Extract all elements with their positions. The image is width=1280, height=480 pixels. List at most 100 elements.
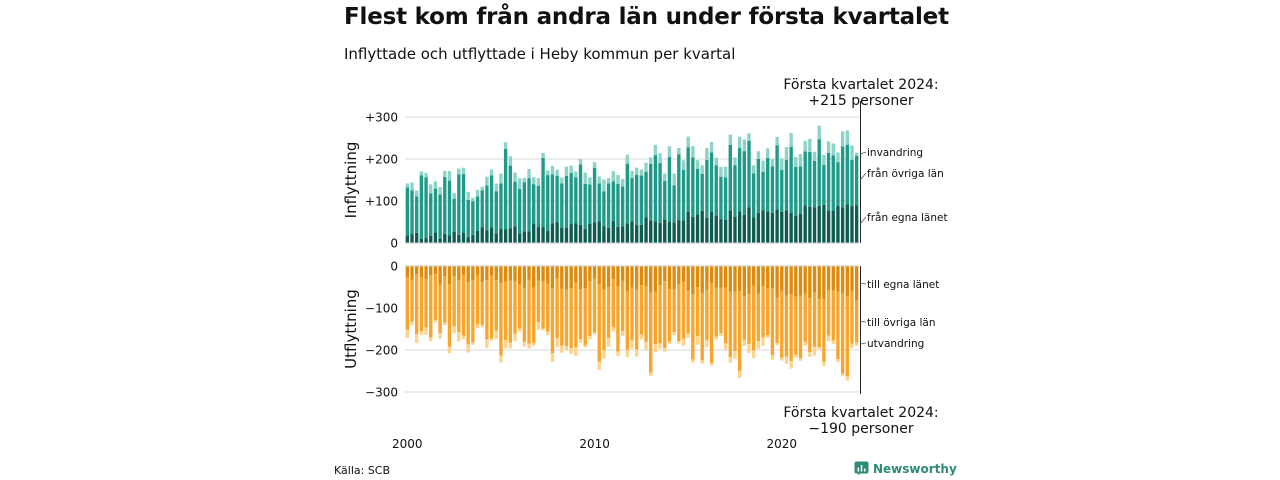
outflow-bar	[471, 280, 475, 343]
inflow-bar	[424, 238, 428, 243]
inflow-bar	[560, 183, 564, 228]
inflow-bar	[798, 166, 803, 214]
inflow-bar	[457, 168, 461, 175]
inflow-bar	[784, 147, 789, 160]
source-note: Källa: SCB	[334, 464, 391, 477]
series-label-connector	[859, 282, 867, 285]
inflow-bar	[653, 144, 658, 156]
inflow-bar	[541, 152, 545, 158]
inflow-bar	[723, 219, 728, 243]
outflow-bar	[457, 266, 461, 281]
inflow-bar	[705, 147, 709, 160]
outflow-bar	[536, 280, 541, 323]
outflow-bar	[756, 341, 761, 349]
outflow-bar	[415, 334, 419, 344]
inflow-bar	[817, 139, 821, 206]
y-tick-label: 0	[390, 260, 398, 274]
inflow-bar	[798, 153, 803, 167]
inflow-bar	[541, 227, 545, 243]
inflow-bar	[649, 220, 653, 243]
outflow-bar	[695, 336, 700, 345]
x-tick-label: 2020	[767, 437, 798, 451]
inflow-bar	[503, 229, 508, 243]
inflow-bar	[461, 232, 466, 243]
outflow-bar	[447, 346, 452, 354]
outflow-bar	[578, 266, 583, 290]
outflow-bar	[536, 322, 541, 330]
outflow-bar	[480, 266, 484, 283]
inflow-bar	[494, 191, 498, 234]
outflow-bar	[527, 343, 531, 349]
outflow-bar	[705, 339, 709, 348]
outflow-bar	[700, 292, 704, 361]
inflow-bar	[555, 175, 559, 223]
inflow-bar	[611, 181, 615, 221]
y-tick-label: −200	[365, 344, 398, 358]
inflow-bar	[752, 217, 756, 243]
inflow-bar	[452, 193, 456, 199]
outflow-bar	[429, 266, 433, 276]
outflow-bar	[700, 360, 704, 364]
outflow-bar	[424, 279, 428, 328]
inflow-bars	[405, 125, 859, 243]
inflow-bar	[822, 204, 826, 243]
outflow-bar	[836, 290, 840, 360]
outflow-bar	[508, 280, 512, 343]
inflow-bar	[415, 232, 419, 243]
outflow-bar	[522, 341, 527, 347]
inflow-bar	[503, 148, 508, 230]
inflow-bar	[630, 221, 634, 243]
inflow-bar	[681, 169, 686, 221]
inflow-bar	[564, 175, 569, 228]
outflow-bar	[489, 275, 494, 339]
inflow-bar	[808, 151, 812, 207]
inflow-bar	[761, 210, 765, 243]
inflow-bar	[644, 217, 648, 243]
outflow-bar	[644, 285, 648, 342]
inflow-bar	[625, 163, 629, 224]
outflow-bar	[747, 344, 751, 353]
inflow-bar	[536, 185, 541, 228]
outflow-bar	[517, 328, 522, 332]
outflow-bar	[723, 287, 728, 344]
brand-logo[interactable]: Newsworthy	[854, 461, 957, 476]
outflow-bar	[475, 274, 480, 325]
outflow-bar	[574, 347, 578, 356]
outflow-bar	[854, 266, 859, 301]
outflow-bar	[410, 266, 414, 280]
inflow-bar	[775, 209, 779, 243]
inflow-bar	[677, 147, 681, 155]
y-axis-title: Utflyttning	[342, 289, 360, 369]
outflow-bar	[588, 266, 592, 282]
outflow-bar	[602, 266, 606, 290]
outflow-bar	[550, 266, 555, 289]
outflow-bar	[681, 266, 686, 283]
inflow-bar	[747, 140, 751, 208]
inflow-bar	[583, 172, 587, 184]
inflow-bar	[443, 170, 447, 177]
inflow-bar	[475, 189, 480, 197]
inflow-bar	[606, 183, 611, 228]
outflow-bar	[794, 354, 798, 358]
outflow-bar	[466, 282, 470, 345]
chart-title: Flest kom från andra län under första kv…	[344, 4, 949, 30]
outflow-bar	[606, 266, 611, 287]
outflow-bar	[742, 339, 747, 347]
series-label: utvandring	[867, 338, 924, 350]
outflow-bar	[536, 266, 541, 281]
inflow-bar	[597, 176, 601, 184]
inflow-bar	[485, 176, 489, 186]
inflow-bar	[728, 144, 732, 211]
outflow-bar	[742, 266, 747, 297]
inflow-bar	[475, 196, 480, 231]
outflow-bar	[780, 290, 784, 358]
outflow-bar	[714, 266, 718, 288]
outflow-bar	[747, 266, 751, 295]
outflow-bar	[513, 281, 517, 334]
inflow-bar	[447, 235, 452, 243]
outflow-bar	[606, 338, 611, 347]
outflow-bar	[564, 346, 569, 351]
inflow-bar	[644, 171, 648, 218]
outflow-bar	[405, 277, 410, 330]
inflow-bar	[419, 175, 424, 239]
